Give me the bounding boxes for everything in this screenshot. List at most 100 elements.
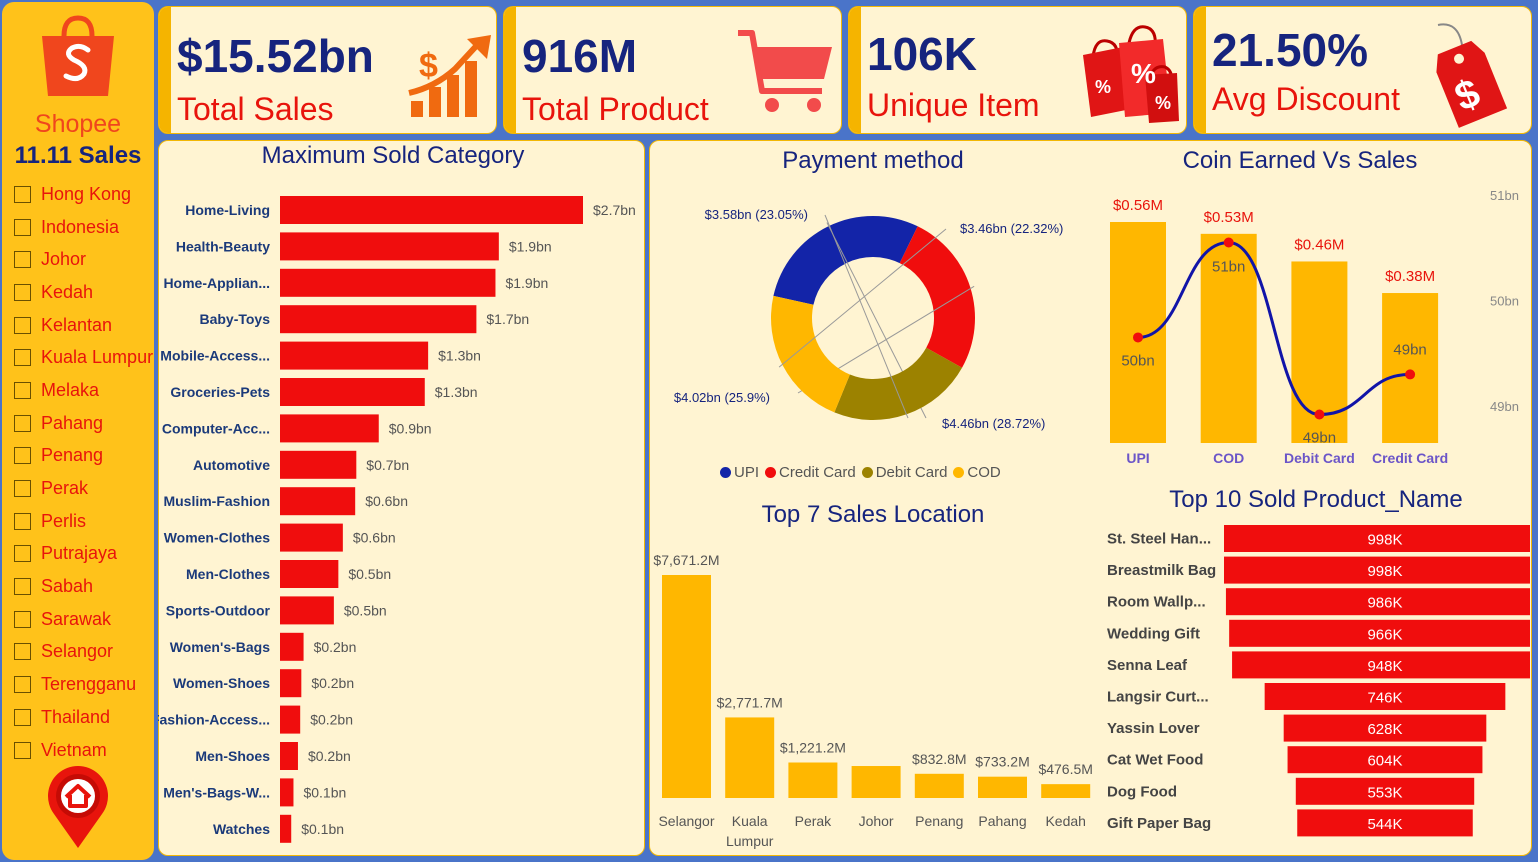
coin-line-data-label: 50bn [1121, 352, 1154, 369]
slicer-item-label: Vietnam [41, 739, 107, 760]
location-data-label: $7,671.2M [653, 552, 719, 568]
slicer-item[interactable]: Thailand [14, 701, 156, 734]
slicer-item[interactable]: Terengganu [14, 668, 156, 701]
home-pin-icon[interactable] [46, 766, 110, 850]
svg-text:$: $ [419, 47, 438, 85]
checkbox[interactable] [14, 185, 31, 203]
category-data-label: $1.9bn [509, 238, 552, 254]
location-bar-chart: $7,671.2M Selangor $2,771.7M Kuala Lumpur $1,… [653, 552, 1093, 849]
coin-line-data-label: 49bn [1393, 341, 1426, 358]
checkbox[interactable] [14, 708, 31, 726]
coin-vs-sales-combo-chart: 51bn 50bn 49bn $0.56M UPI $0.53M COD $0.46M Debi… [1110, 188, 1519, 466]
kpi-accent-bar [849, 7, 861, 133]
donut-data-label: $3.58bn (23.05%) [705, 207, 808, 222]
coin-line-data-label: 49bn [1303, 430, 1336, 447]
product-label: Room Wallp... [1107, 594, 1206, 611]
checkbox[interactable] [14, 480, 31, 498]
slicer-item[interactable]: Penang [14, 440, 156, 473]
legend-marker [953, 467, 965, 478]
legend-item[interactable]: Debit Card [861, 464, 948, 481]
slicer-item[interactable]: Kelantan [14, 309, 156, 342]
slicer-item[interactable]: Hong Kong [14, 178, 156, 211]
checkbox[interactable] [14, 447, 31, 465]
product-funnel-bar [1224, 525, 1530, 552]
kpi-value: $15.52bn [177, 30, 374, 82]
slicer-item[interactable]: Perlis [14, 505, 156, 538]
product-funnel-bar [1287, 746, 1483, 774]
checkbox[interactable] [14, 414, 31, 432]
slicer-item[interactable]: Kedah [14, 276, 156, 309]
slicer-item[interactable]: Sabah [14, 570, 156, 603]
product-funnel-bar [1224, 556, 1530, 584]
checkbox[interactable] [14, 610, 31, 628]
category-bar [280, 705, 301, 734]
legend-marker [861, 467, 873, 478]
donut-leader-line [778, 228, 947, 368]
donut-slice [834, 347, 963, 420]
checkbox[interactable] [14, 643, 31, 661]
category-label: Muslim-Fashion [163, 493, 270, 509]
slicer-item[interactable]: Perak [14, 472, 156, 505]
category-bar [280, 632, 304, 661]
slicer-item[interactable]: Kuala Lumpur [14, 341, 156, 374]
category-label: Watches [213, 821, 270, 837]
slicer-item[interactable]: Melaka [14, 374, 156, 407]
location-category-label: Penang [915, 813, 963, 829]
kpi-total-sales: $15.52bn Total Sales $ [158, 6, 497, 134]
checkbox[interactable] [14, 545, 31, 563]
slicer-item[interactable]: Selangor [14, 636, 156, 669]
slicer-item-label: Pahang [41, 412, 104, 433]
payment-chart-title: Payment method [782, 147, 964, 174]
product-label: Yassin Lover [1107, 720, 1200, 737]
legend-marker [720, 467, 731, 478]
product-data-label: 966K [1367, 626, 1402, 643]
category-data-label: $0.9bn [389, 420, 432, 436]
kpi-accent-bar [159, 7, 171, 133]
kpi-accent-bar [1194, 7, 1206, 133]
combo-bar-data-label: $0.46M [1294, 236, 1344, 253]
secondary-axis-tick: 50bn [1490, 294, 1519, 309]
product-funnel-bar [1232, 651, 1530, 679]
kpi-label: Unique Item [867, 87, 1040, 123]
legend-item[interactable]: COD [953, 464, 1001, 481]
checkbox[interactable] [14, 283, 31, 301]
checkbox[interactable] [14, 578, 31, 596]
legend-label: Debit Card [875, 464, 948, 481]
category-data-label: $0.7bn [366, 457, 409, 473]
category-data-label: $0.5bn [344, 602, 387, 618]
slicer-item[interactable]: Vietnam [14, 734, 156, 767]
coin-line-point [1133, 332, 1143, 343]
checkbox[interactable] [14, 676, 31, 694]
checkbox[interactable] [14, 512, 31, 530]
checkbox[interactable] [14, 316, 31, 334]
checkbox[interactable] [14, 381, 31, 399]
location-data-label: $733.2M [975, 754, 1029, 770]
product-label: Dog Food [1107, 783, 1177, 800]
checkbox[interactable] [14, 251, 31, 269]
combo-bar [1382, 293, 1439, 443]
category-data-label: $1.9bn [505, 275, 548, 291]
checkbox[interactable] [14, 741, 31, 759]
kpi-value: 916M [522, 30, 638, 82]
combo-bar-data-label: $0.56M [1113, 197, 1163, 214]
payment-legend: UPI Credit Card Debit Card COD [720, 464, 1030, 481]
donut-data-label: $3.46bn (22.32%) [960, 221, 1063, 236]
slicer-item[interactable]: Pahang [14, 407, 156, 440]
slicer-item[interactable]: Johor [14, 243, 156, 276]
product-label: Breastmilk Bag [1107, 562, 1216, 579]
location-data-label: $476.5M [1038, 761, 1092, 777]
product-data-label: 553K [1367, 784, 1402, 801]
slicer-item[interactable]: Sarawak [14, 603, 156, 636]
slicer-item[interactable]: Putrajaya [14, 538, 156, 571]
slicer-item-label: Hong Kong [41, 183, 132, 204]
checkbox[interactable] [14, 349, 31, 367]
location-chart-title: Top 7 Sales Location [761, 501, 985, 528]
slicer-item[interactable]: Indonesia [14, 211, 156, 244]
checkbox[interactable] [14, 218, 31, 236]
svg-text:%: % [1155, 93, 1171, 113]
product-funnel-bar [1297, 809, 1473, 837]
donut-leader-line [824, 214, 909, 419]
legend-item[interactable]: Credit Card [765, 464, 856, 481]
location-bar [788, 762, 838, 798]
legend-item[interactable]: UPI [720, 464, 759, 481]
